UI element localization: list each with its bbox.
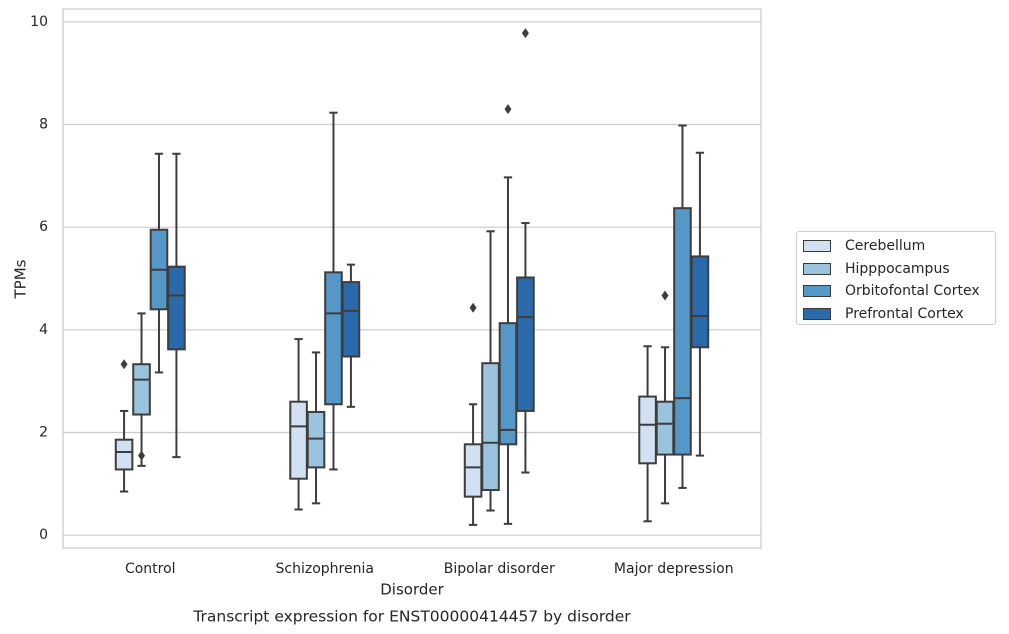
box-group — [341, 263, 361, 408]
y-tick-label: 8 — [39, 117, 48, 133]
legend: Cerebellum Hipppocampus Orbitofontal Corte… — [796, 231, 996, 325]
y-tick-labels: 0 2 4 6 8 10 — [30, 14, 48, 543]
chart-caption: Transcript expression for ENST0000041445… — [192, 608, 631, 626]
box-group — [324, 111, 343, 471]
legend-label: Cerebellum — [845, 238, 926, 255]
legend-label: Prefrontal Cortex — [845, 306, 964, 323]
box-group — [516, 28, 535, 474]
x-tick-label: Major depression — [614, 561, 734, 577]
x-tick-label: Bipolar disorder — [444, 561, 555, 577]
box-group — [655, 290, 675, 505]
outlier-point — [504, 104, 512, 115]
box-group — [690, 151, 710, 457]
outlier-point — [661, 290, 669, 301]
y-tick-label: 6 — [39, 219, 48, 235]
x-tick-label: Control — [125, 561, 176, 577]
box-group — [463, 302, 483, 526]
box — [132, 363, 151, 416]
legend-item: Orbitofontal Cortex — [803, 280, 995, 303]
box-group — [306, 351, 326, 505]
box — [114, 438, 134, 471]
box — [655, 400, 675, 456]
box-groups — [114, 28, 710, 526]
box — [463, 443, 483, 498]
outlier-point — [120, 359, 128, 370]
box-group — [673, 124, 692, 489]
box-group — [149, 152, 169, 374]
legend-swatch — [803, 262, 831, 275]
legend-item: Cerebellum — [803, 235, 995, 258]
y-tick-label: 10 — [30, 14, 48, 30]
box — [341, 281, 361, 358]
y-tick-label: 0 — [39, 527, 48, 543]
box-group — [289, 338, 308, 511]
box-group — [498, 104, 518, 525]
box — [690, 255, 710, 349]
y-axis-label: TPMs — [12, 259, 30, 299]
legend-item: Hipppocampus — [803, 258, 995, 281]
outlier-point — [469, 302, 477, 313]
box-group — [638, 345, 657, 523]
box-group — [114, 359, 134, 493]
box — [498, 322, 518, 446]
legend-label: Orbitofontal Cortex — [845, 283, 980, 300]
box — [638, 395, 657, 465]
plot-area-frame — [62, 8, 762, 549]
box-group — [167, 152, 186, 459]
box — [481, 362, 500, 491]
y-tick-label: 2 — [39, 425, 48, 441]
x-tick-label: Schizophrenia — [276, 561, 374, 577]
box — [289, 400, 308, 480]
legend-label: Hipppocampus — [845, 260, 950, 277]
box — [673, 207, 692, 456]
x-tick-labels: Control Schizophrenia Bipolar disorder Majo… — [125, 561, 734, 577]
outlier-point — [138, 450, 146, 461]
box-group — [132, 312, 151, 467]
box — [516, 276, 535, 412]
box-group — [481, 230, 500, 512]
box — [324, 271, 343, 406]
box — [167, 265, 186, 351]
outlier-point — [521, 28, 529, 39]
box — [306, 410, 326, 469]
legend-swatch — [803, 308, 831, 321]
legend-swatch — [803, 240, 831, 253]
legend-swatch — [803, 285, 831, 298]
x-axis-label: Disorder — [380, 581, 444, 599]
legend-item: Prefrontal Cortex — [803, 303, 995, 326]
y-tick-label: 4 — [39, 322, 48, 338]
